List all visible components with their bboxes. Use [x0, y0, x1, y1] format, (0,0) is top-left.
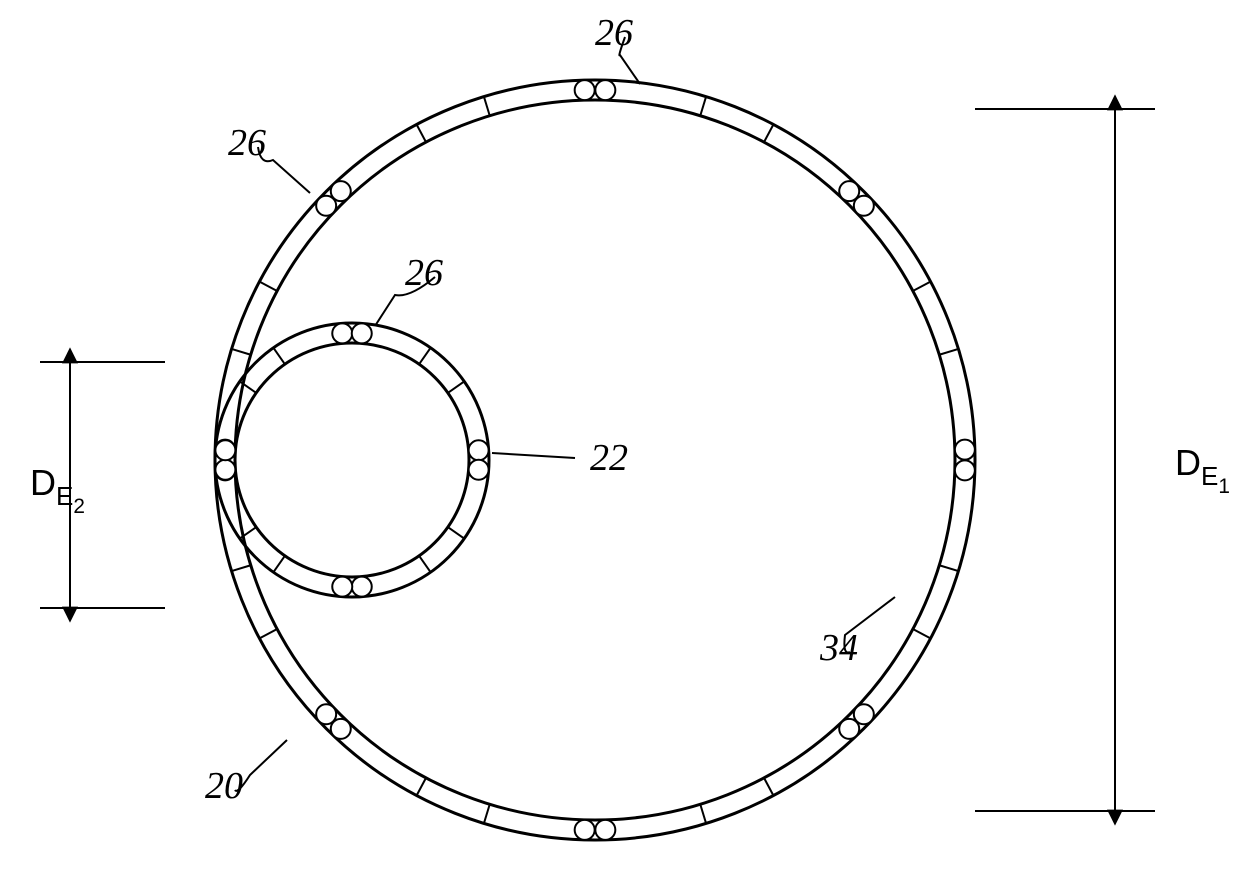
outer-ring-bead	[595, 820, 615, 840]
outer-ring-tick	[913, 282, 931, 291]
inner-ring-bead	[332, 577, 352, 597]
callout-34: 34	[819, 597, 895, 669]
outer-ring-tick	[259, 282, 277, 291]
inner-ring-bead	[215, 460, 235, 480]
outer-ring-bead	[575, 80, 595, 100]
dim-left-label: DE2	[30, 462, 85, 518]
outer-ring-tick	[232, 349, 251, 355]
inner-ring-bead	[352, 577, 372, 597]
inner-ring-bead	[469, 460, 489, 480]
dim-right: DE1	[975, 109, 1230, 811]
callout-26: 26	[375, 252, 443, 326]
outer-ring-tick	[417, 124, 426, 142]
outer-ring-tick	[764, 124, 773, 142]
callout-text: 26	[228, 122, 266, 164]
inner-ring-tick	[448, 527, 464, 538]
inner-ring-tick	[273, 348, 284, 364]
inner-ring-tick	[419, 348, 430, 364]
dim-right-label: DE1	[1175, 442, 1230, 498]
dim-left: DE2	[30, 362, 165, 608]
inner-ring	[215, 323, 489, 597]
inner-ring-tick	[419, 556, 430, 572]
diagram-container: DE1 DE2 26 26 26 22 34 20	[0, 0, 1240, 879]
inner-ring-bead	[215, 440, 235, 460]
inner-ring-tick	[448, 381, 464, 392]
callout-text: 26	[595, 12, 633, 54]
outer-ring-bead	[331, 181, 351, 201]
outer-ring-tick	[259, 629, 277, 638]
outer-ring-bead	[955, 460, 975, 480]
inner-ring-bead	[352, 323, 372, 343]
callout-text: 26	[405, 252, 443, 294]
inner-ring-inner-edge	[235, 343, 469, 577]
outer-ring-bead	[316, 704, 336, 724]
outer-ring-bead	[575, 820, 595, 840]
callout-leader	[492, 453, 575, 458]
callout-text: 22	[590, 437, 628, 479]
callout-22: 22	[492, 437, 628, 479]
outer-ring-tick	[484, 804, 490, 823]
outer-ring-bead	[955, 440, 975, 460]
outer-ring-tick	[417, 778, 426, 796]
outer-ring-tick	[700, 97, 706, 116]
outer-ring-tick	[764, 778, 773, 796]
inner-ring-bead	[332, 323, 352, 343]
inner-ring-tick	[273, 556, 284, 572]
inner-ring-outer-edge	[215, 323, 489, 597]
outer-ring-bead	[595, 80, 615, 100]
outer-ring-tick	[939, 565, 958, 571]
callout-text: 20	[205, 765, 243, 807]
outer-ring-tick	[484, 97, 490, 116]
outer-ring-tick	[913, 629, 931, 638]
callout-text: 34	[819, 627, 858, 669]
outer-ring-bead	[839, 719, 859, 739]
outer-ring-tick	[939, 349, 958, 355]
callout-26: 26	[228, 122, 310, 193]
outer-ring-tick	[232, 565, 251, 571]
outer-ring-bead	[854, 196, 874, 216]
callout-26: 26	[595, 12, 640, 84]
outer-ring-tick	[700, 804, 706, 823]
callout-20: 20	[205, 740, 287, 807]
inner-ring-bead	[469, 440, 489, 460]
